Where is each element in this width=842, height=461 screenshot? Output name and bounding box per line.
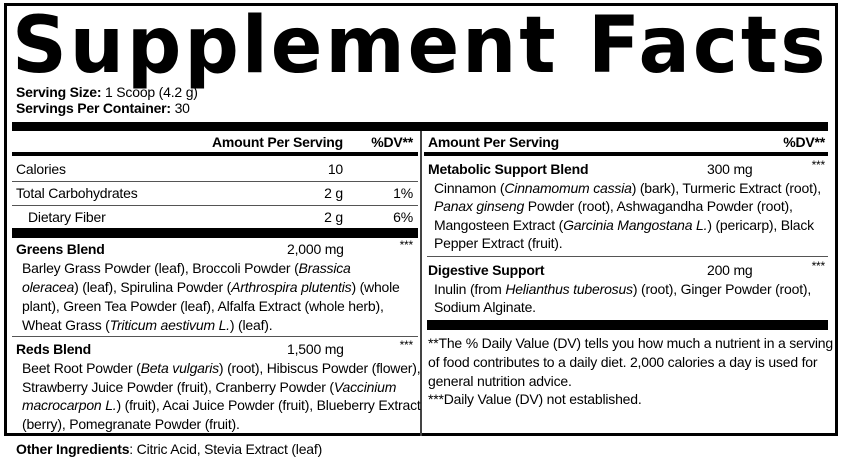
botanical-name: Vaccinium (333, 378, 397, 395)
ingredient-text: Mangosteen Extract ( (434, 216, 564, 233)
ingredient-text: ) (root), Ginger Powder (root), (632, 280, 812, 297)
ingredient-text: Inulin (from (434, 280, 506, 297)
ingredient-text: Sodium Alginate. (434, 299, 536, 315)
blend-name: Reds Blend (16, 341, 92, 357)
column-divider (420, 131, 422, 436)
blend-dv: *** (399, 238, 414, 252)
blend-amount: 300 mg (707, 161, 753, 177)
amount-header-right: Amount Per Serving (428, 134, 559, 150)
botanical-name: Triticum aestivum L. (109, 317, 230, 333)
blend-ingredients-line: oleracea) (leaf), Spirulina Powder (Arth… (22, 278, 400, 296)
botanical-name: Arthrospira plutentis (231, 279, 352, 295)
blend-ingredients-line: (berry), Pomegranate Powder (fruit). (22, 415, 240, 433)
servings-per-container-value: 30 (170, 100, 190, 116)
nutrient-dv: 6% (393, 209, 413, 225)
serving-size-label: Serving Size: (16, 84, 102, 100)
botanical-name: Cinnamomum cassia (504, 179, 632, 196)
blend-ingredients-line: Wheat Grass (Triticum aestivum L.) (leaf… (22, 316, 273, 334)
blend-dv: *** (811, 158, 826, 172)
ingredient-text: Cinnamon ( (434, 179, 505, 196)
ingredient-text: plant), Green Tea Powder (leaf), Alfalfa… (22, 298, 384, 314)
ingredient-text: Strawberry Juice Powder (fruit), Cranber… (22, 378, 334, 395)
blend-ingredients-line: Beet Root Powder (Beta vulgaris) (root),… (22, 359, 421, 377)
blend-ingredients-line: Inulin (from Helianthus tuberosus) (root… (434, 280, 811, 298)
ingredient-text: ) (root), Hibiscus Powder (flower), (218, 359, 421, 376)
botanical-name: Helianthus tuberosus (505, 280, 633, 297)
nutrient-name: Calories (16, 161, 66, 177)
footnote-line: general nutrition advice. (428, 373, 572, 389)
botanical-name: Panax ginseng (434, 198, 525, 215)
ingredient-text: Powder (root), Ashwagandha Powder (root)… (524, 198, 793, 215)
row-divider (12, 336, 418, 337)
other-ingredients-value: : Citric Acid, Stevia Extract (leaf) (129, 441, 323, 457)
divider-bar (424, 152, 828, 156)
ingredient-text: Beet Root Powder ( (22, 359, 141, 376)
ingredient-text: ) (pericarp), Black (707, 216, 814, 233)
divider-bar (12, 228, 418, 238)
divider-bar (12, 122, 828, 131)
blend-ingredients-line: macrocarpon L.) (fruit), Acai Juice Powd… (22, 396, 421, 414)
blend-dv: *** (399, 338, 414, 352)
other-ingredients-label: Other Ingredients (16, 441, 130, 457)
botanical-name: Beta vulgaris (140, 359, 220, 376)
footnote-line: of food contributes to a daily diet. 2,0… (428, 354, 818, 370)
blend-name: Metabolic Support Blend (428, 161, 589, 177)
blend-ingredients-line: Panax ginseng Powder (root), Ashwagandha… (434, 197, 793, 215)
dv-header-left: %DV** (371, 134, 413, 150)
servings-per-container: Servings Per Container: 30 (16, 99, 190, 117)
ingredient-text: ) (bark), Turmeric Extract (root), (631, 179, 821, 196)
ingredient-text: ) (fruit), Acai Juice Powder (fruit), Bl… (116, 397, 421, 414)
footnote-line: **The % Daily Value (DV) tells you how m… (428, 335, 833, 351)
serving-size-value: 1 Scoop (4.2 g) (101, 84, 198, 100)
botanical-name: Garcinia Mangostana L. (563, 216, 708, 233)
divider-bar (12, 152, 418, 156)
row-divider (427, 256, 828, 257)
row-divider (12, 181, 418, 182)
amount-header-left: Amount Per Serving (212, 134, 343, 150)
nutrient-name: Dietary Fiber (28, 209, 106, 225)
nutrient-amount: 10 (327, 161, 343, 177)
blend-ingredients-line: Mangosteen Extract (Garcinia Mangostana … (434, 216, 814, 234)
blend-dv: *** (811, 259, 826, 273)
row-divider (12, 205, 418, 206)
blend-ingredients-line: Pepper Extract (fruit). (434, 234, 563, 252)
servings-per-container-label: Servings Per Container: (16, 100, 171, 116)
divider-bar (427, 320, 828, 330)
botanical-name: macrocarpon L. (22, 397, 117, 414)
dv-header-right: %DV** (783, 134, 825, 150)
nutrient-dv: 1% (393, 185, 413, 201)
nutrient-name: Total Carbohydrates (16, 185, 138, 201)
blend-ingredients-line: Sodium Alginate. (434, 298, 536, 316)
blend-ingredients-line: Cinnamon (Cinnamomum cassia) (bark), Tur… (434, 179, 821, 197)
nutrient-amount: 2 g (324, 209, 343, 225)
ingredient-text: Barley Grass Powder (leaf), Broccoli Pow… (22, 260, 299, 276)
other-ingredients: Other Ingredients: Citric Acid, Stevia E… (16, 440, 322, 458)
blend-ingredients-line: Strawberry Juice Powder (fruit), Cranber… (22, 378, 396, 396)
panel-title: Supplement Facts (12, 1, 829, 91)
botanical-name: oleracea (22, 279, 75, 295)
ingredient-text: Wheat Grass ( (22, 317, 110, 333)
blend-name: Digestive Support (428, 262, 545, 278)
blend-amount: 1,500 mg (287, 341, 344, 357)
serving-size: Serving Size: 1 Scoop (4.2 g) (16, 83, 198, 101)
botanical-name: Brassica (298, 260, 351, 276)
ingredient-text: ) (leaf), Spirulina Powder ( (74, 279, 232, 295)
blend-amount: 200 mg (707, 262, 753, 278)
blend-amount: 2,000 mg (287, 241, 344, 257)
nutrient-amount: 2 g (324, 185, 343, 201)
blend-ingredients-line: Barley Grass Powder (leaf), Broccoli Pow… (22, 259, 351, 277)
ingredient-text: ) (leaf). (229, 317, 273, 333)
ingredient-text: Pepper Extract (fruit). (434, 235, 563, 252)
ingredient-text: ) (whole (351, 279, 400, 295)
blend-ingredients-line: plant), Green Tea Powder (leaf), Alfalfa… (22, 297, 384, 315)
ingredient-text: (berry), Pomegranate Powder (fruit). (22, 416, 240, 433)
blend-name: Greens Blend (16, 241, 105, 257)
footnote-line: ***Daily Value (DV) not established. (428, 391, 642, 407)
